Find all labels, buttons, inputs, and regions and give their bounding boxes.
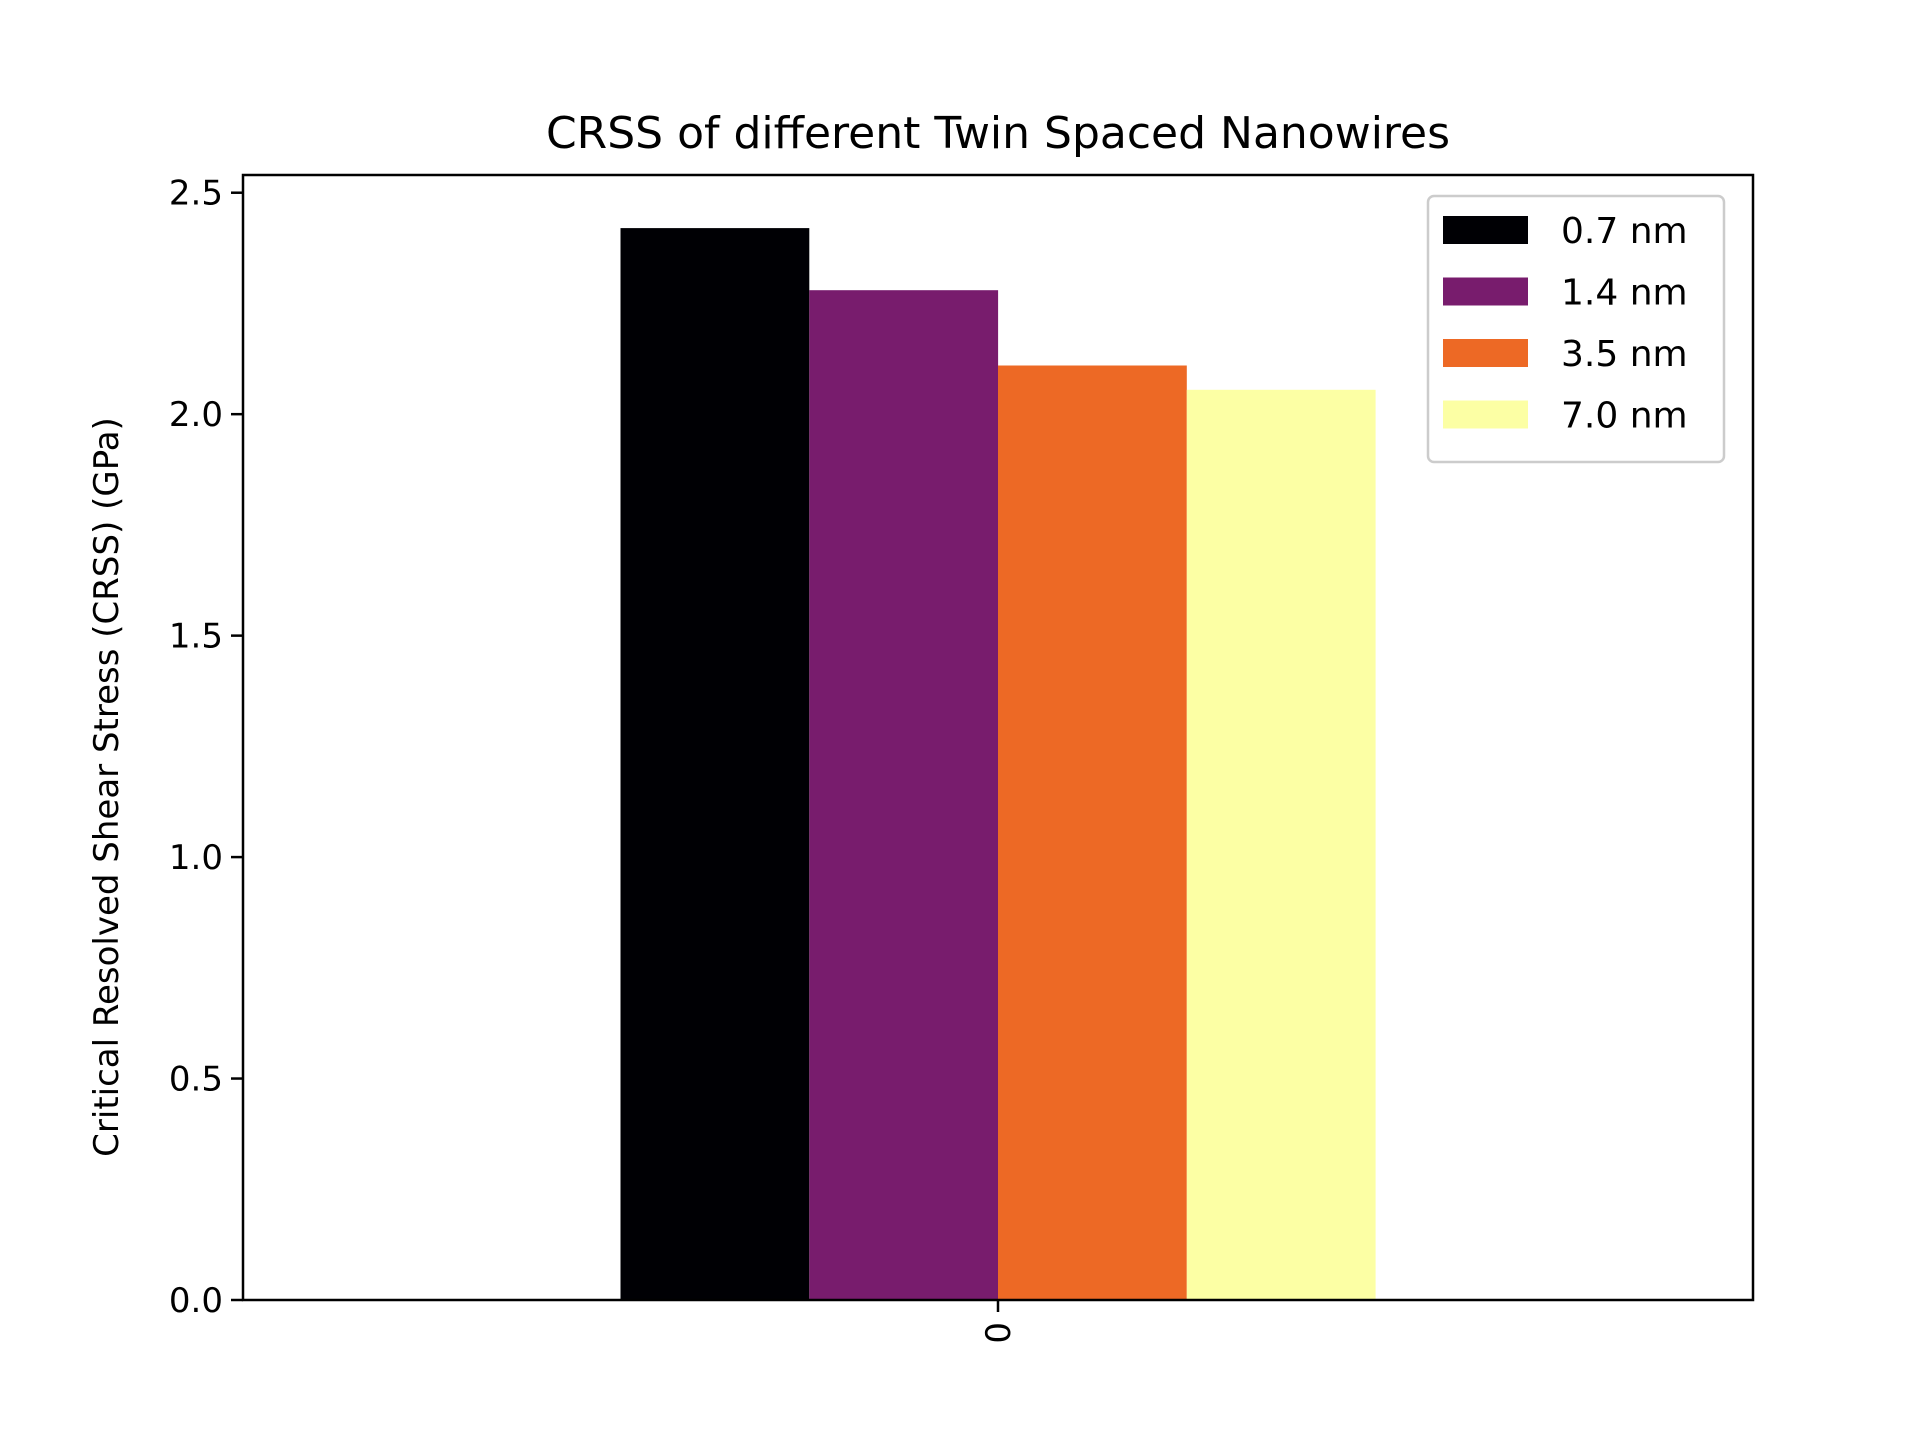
legend-swatch (1443, 216, 1528, 244)
legend-box (1426, 194, 1726, 464)
bars-group (620, 228, 1376, 1301)
y-tick-label: 2.0 (169, 395, 223, 435)
legend-label: 1.4 nm (1561, 273, 1688, 314)
legend-label: 7.0 nm (1561, 396, 1688, 437)
bar-3-5-nm (998, 365, 1187, 1300)
chart-title: CRSS of different Twin Spaced Nanowires (546, 108, 1450, 159)
legend-swatch (1443, 277, 1528, 306)
legend-label: 0.7 nm (1561, 211, 1688, 252)
legend-swatch (1443, 339, 1528, 367)
y-axis-label: Critical Resolved Shear Stress (CRSS) (G… (87, 417, 127, 1157)
bar-0-7-nm (620, 228, 810, 1301)
legend-label: 3.5 nm (1561, 334, 1688, 375)
legend-swatch (1443, 400, 1528, 429)
legend: 0.7 nm 1.4 nm 3.5 nm 7.0 nm (1426, 194, 1726, 464)
bar-1-4-nm (809, 290, 999, 1300)
y-tick-label: 2.5 (169, 174, 223, 214)
bar-7-0-nm (1186, 389, 1376, 1300)
x-axis-ticks: 0 (979, 1300, 1019, 1344)
y-tick-label: 1.5 (169, 617, 223, 657)
y-axis-ticks: 0.0 0.5 1.0 1.5 2.0 2.5 (169, 174, 243, 1321)
y-tick-label: 1.0 (169, 838, 223, 878)
x-tick-label: 0 (979, 1322, 1019, 1344)
y-tick-label: 0.5 (169, 1060, 223, 1100)
y-tick-label: 0.0 (169, 1281, 223, 1321)
